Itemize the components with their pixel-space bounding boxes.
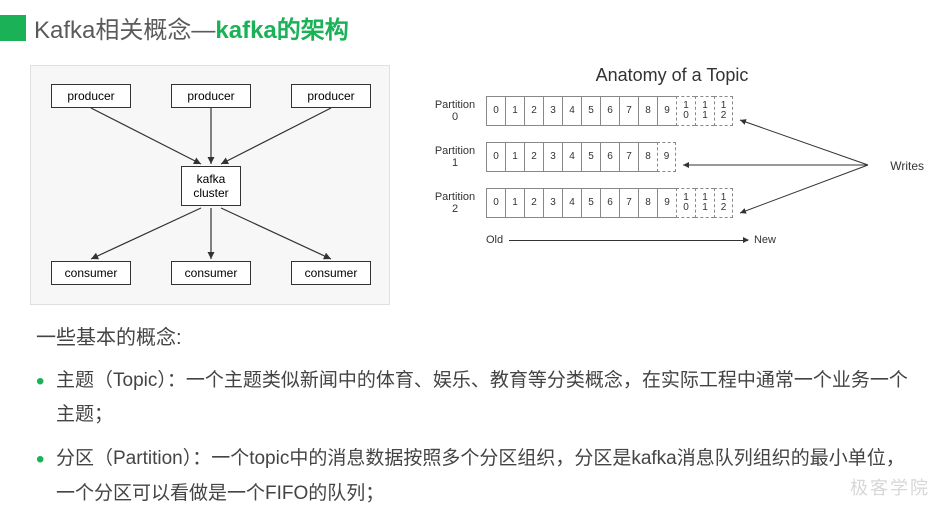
consumer-box: consumer: [291, 261, 371, 285]
partition-cells: 0123456789: [486, 142, 676, 172]
partition-cell: 7: [619, 188, 638, 218]
timeline-new: New: [754, 234, 776, 246]
partition-cell: 8: [638, 188, 657, 218]
partition-cell: 1 0: [676, 96, 695, 126]
partition-cell: 0: [486, 96, 505, 126]
bullet-item: 主题（Topic）：一个主题类似新闻中的体育、娱乐、教育等分类概念，在实际工程中…: [36, 364, 908, 432]
consumer-box: consumer: [51, 261, 131, 285]
partition-cell: 1: [505, 188, 524, 218]
partition-cell: 4: [562, 96, 581, 126]
partition-cells: 01234567891 01 11 2: [486, 96, 733, 126]
writes-label: Writes: [890, 159, 924, 173]
partition-label: Partition 1: [430, 145, 480, 169]
partition-cell: 1 0: [676, 188, 695, 218]
content-section: 一些基本的概念: 主题（Topic）：一个主题类似新闻中的体育、娱乐、教育等分类…: [0, 305, 944, 511]
partition-cell: 4: [562, 142, 581, 172]
partition-row: Partition 201234567891 01 11 2: [430, 188, 914, 218]
partition-cell: 4: [562, 188, 581, 218]
partition-cell: 6: [600, 96, 619, 126]
bullet-list: 主题（Topic）：一个主题类似新闻中的体育、娱乐、教育等分类概念，在实际工程中…: [36, 364, 908, 511]
topic-anatomy-diagram: Anatomy of a Topic Partition 00123456789…: [430, 65, 914, 305]
partition-cell: 2: [524, 96, 543, 126]
partition-cells: 01234567891 01 11 2: [486, 188, 733, 218]
partition-cell: 8: [638, 96, 657, 126]
partition-cell: 1 1: [695, 96, 714, 126]
partition-cell: 5: [581, 188, 600, 218]
bullet-item: 分区（Partition）：一个topic中的消息数据按照多个分区组织，分区是k…: [36, 442, 908, 510]
partition-cell: 3: [543, 188, 562, 218]
partition-cell: 1 1: [695, 188, 714, 218]
partition-label: Partition 2: [430, 191, 480, 215]
timeline-old: Old: [486, 234, 503, 246]
partition-cell: 6: [600, 142, 619, 172]
timeline-arrow: [509, 240, 748, 241]
partition-cell: 3: [543, 142, 562, 172]
partition-cell: 1 2: [714, 188, 733, 218]
partition-cell: 9: [657, 188, 676, 218]
partition-cell: 7: [619, 142, 638, 172]
title-highlight: kafka的架构: [215, 10, 348, 45]
partition-row: Partition 001234567891 01 11 2: [430, 96, 914, 126]
kafka-cluster-diagram: producer producer producer kafka cluster…: [30, 65, 390, 305]
anatomy-title: Anatomy of a Topic: [430, 65, 914, 86]
title-bar: Kafka相关概念— kafka的架构: [0, 0, 944, 55]
diagrams-row: producer producer producer kafka cluster…: [0, 55, 944, 305]
consumer-box: consumer: [171, 261, 251, 285]
partition-cell: 9: [657, 142, 676, 172]
producer-box: producer: [291, 84, 371, 108]
partition-cell: 0: [486, 142, 505, 172]
partition-cell: 2: [524, 188, 543, 218]
partition-cell: 8: [638, 142, 657, 172]
partition-cell: 0: [486, 188, 505, 218]
section-title: 一些基本的概念:: [36, 321, 908, 350]
producer-box: producer: [171, 84, 251, 108]
partition-row: Partition 10123456789: [430, 142, 914, 172]
timeline: Old New: [486, 234, 776, 246]
partition-cell: 7: [619, 96, 638, 126]
partition-cell: 5: [581, 142, 600, 172]
partition-cell: 5: [581, 96, 600, 126]
producer-box: producer: [51, 84, 131, 108]
partition-cell: 1 2: [714, 96, 733, 126]
partition-cell: 6: [600, 188, 619, 218]
partition-cell: 2: [524, 142, 543, 172]
partition-cell: 1: [505, 142, 524, 172]
partition-label: Partition 0: [430, 99, 480, 123]
partition-cell: 9: [657, 96, 676, 126]
title-prefix: Kafka相关概念—: [34, 10, 215, 45]
accent-block: [0, 15, 26, 41]
partition-cell: 1: [505, 96, 524, 126]
partition-cell: 3: [543, 96, 562, 126]
watermark: 极客学院: [850, 474, 930, 500]
cluster-box: kafka cluster: [181, 166, 241, 206]
